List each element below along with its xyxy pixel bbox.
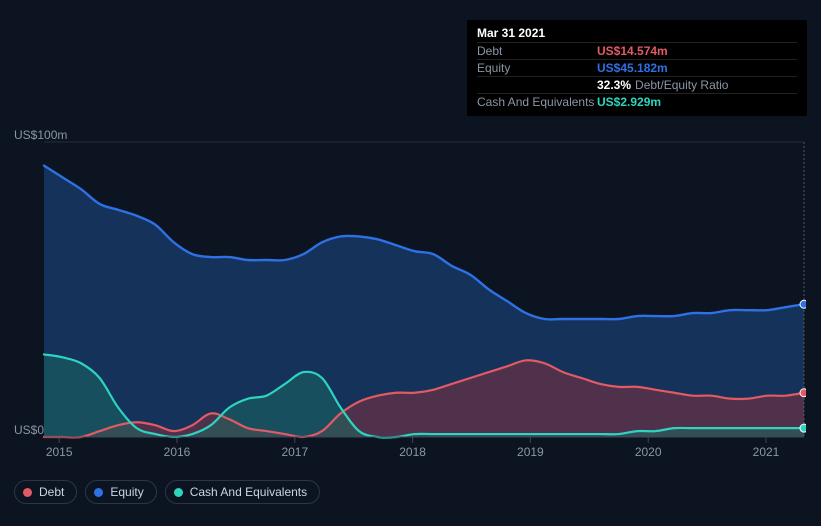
y-axis-label: US$100m — [14, 128, 67, 142]
legend-label: Equity — [110, 485, 143, 499]
debt-equity-chart[interactable]: 2015 2016 2017 2018 2019 2020 2021 US$100m US$0 — [14, 122, 806, 462]
legend-label: Debt — [39, 485, 64, 499]
x-axis-label: 2019 — [517, 445, 544, 459]
tooltip-row: Cash And EquivalentsUS$2.929m — [477, 93, 797, 110]
legend-item[interactable]: Debt — [14, 480, 77, 504]
tooltip-row: EquityUS$45.182m — [477, 59, 797, 76]
chart-svg — [14, 122, 806, 462]
tooltip-row-value: US$45.182m — [597, 61, 668, 75]
legend-item[interactable]: Equity — [85, 480, 156, 504]
x-axis-label: 2021 — [753, 445, 780, 459]
legend-dot-icon — [174, 488, 183, 497]
x-axis-label: 2017 — [281, 445, 308, 459]
tooltip-row-value: US$2.929m — [597, 95, 661, 109]
tooltip-row-value: 32.3% — [597, 78, 631, 92]
tooltip-row-label: Cash And Equivalents — [477, 95, 597, 109]
tooltip-row: 32.3% Debt/Equity Ratio — [477, 76, 797, 93]
tooltip-row-label: Debt — [477, 44, 597, 58]
tooltip-row: DebtUS$14.574m — [477, 42, 797, 59]
x-axis-label: 2015 — [46, 445, 73, 459]
legend-dot-icon — [94, 488, 103, 497]
chart-legend: Debt Equity Cash And Equivalents — [14, 480, 320, 504]
tooltip-row-suffix: Debt/Equity Ratio — [635, 78, 728, 92]
y-axis-label: US$0 — [14, 423, 44, 437]
tooltip-row-value: US$14.574m — [597, 44, 668, 58]
x-axis-label: 2020 — [635, 445, 662, 459]
tooltip-row-label: Equity — [477, 61, 597, 75]
legend-label: Cash And Equivalents — [190, 485, 307, 499]
legend-dot-icon — [23, 488, 32, 497]
tooltip-rows: DebtUS$14.574mEquityUS$45.182m32.3%Debt/… — [477, 42, 797, 110]
legend-item[interactable]: Cash And Equivalents — [165, 480, 320, 504]
x-axis-label: 2016 — [164, 445, 191, 459]
tooltip-date: Mar 31 2021 — [477, 26, 797, 40]
chart-tooltip: Mar 31 2021 DebtUS$14.574mEquityUS$45.18… — [467, 20, 807, 116]
x-axis-label: 2018 — [399, 445, 426, 459]
